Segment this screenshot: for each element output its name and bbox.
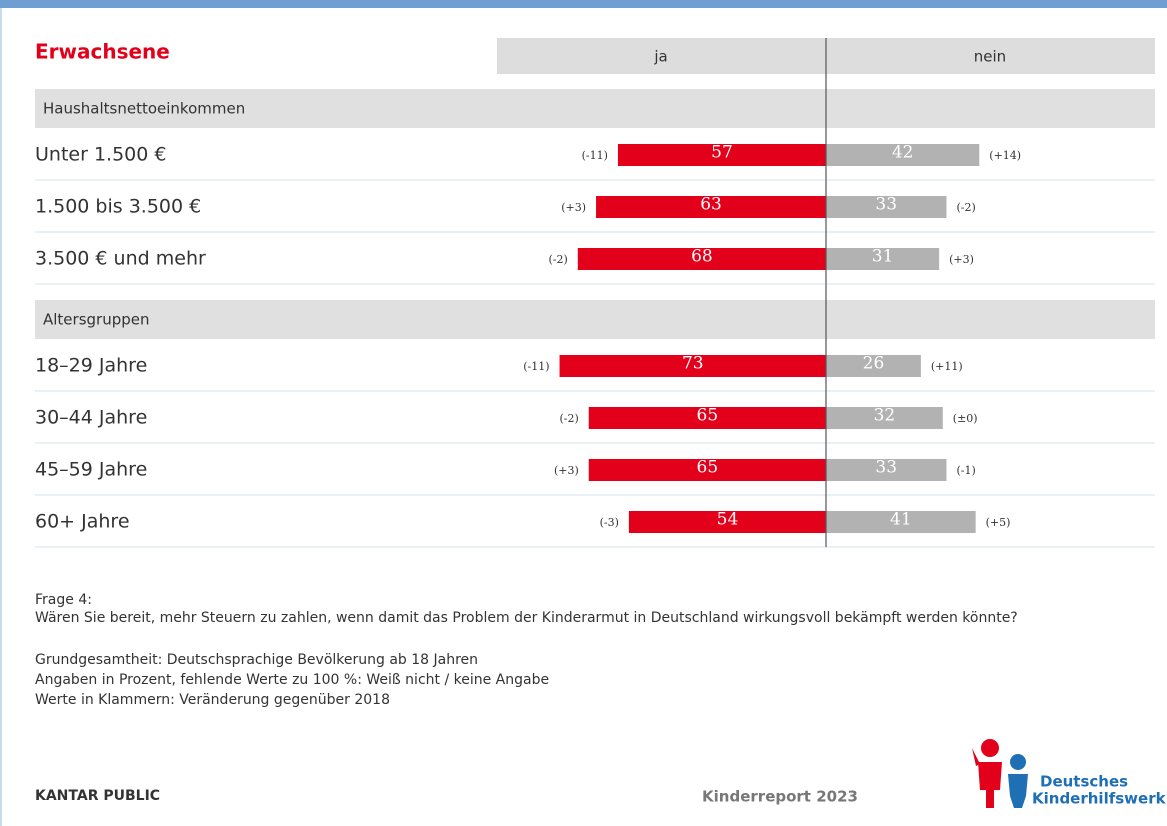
- change-label: (-3): [600, 516, 619, 529]
- bar: [559, 355, 826, 377]
- bar: [596, 196, 826, 218]
- bar: [826, 248, 940, 270]
- logo-text: Deutsches: [1040, 773, 1128, 791]
- value-label: 65: [697, 406, 719, 426]
- bar: [588, 407, 826, 429]
- bar: [826, 355, 921, 377]
- change-label: (-2): [559, 412, 578, 425]
- change-label: (-1): [956, 464, 975, 477]
- change-label: (-2): [548, 253, 567, 266]
- category-label: 1.500 bis 3.500 €: [35, 196, 201, 218]
- value-label: 54: [717, 510, 739, 530]
- note: Angaben in Prozent, fehlende Werte zu 10…: [35, 672, 549, 688]
- value-label: 41: [890, 510, 912, 530]
- note: Wären Sie bereit, mehr Steuern zu zahlen…: [35, 610, 1018, 626]
- report: Kinderreport 2023: [702, 788, 858, 806]
- bar: [826, 511, 976, 533]
- value-label: 57: [711, 143, 733, 163]
- change-label: (+5): [986, 516, 1011, 529]
- change-label: (-11): [582, 149, 608, 162]
- note: Frage 4:: [35, 592, 92, 608]
- value-label: 26: [863, 354, 885, 374]
- section-label: Haushaltsnettoeinkommen: [43, 100, 245, 118]
- category-label: 60+ Jahre: [35, 511, 130, 533]
- bar: [617, 144, 826, 166]
- value-label: 63: [700, 195, 722, 215]
- change-label: (+14): [989, 149, 1021, 162]
- bar: [826, 407, 943, 429]
- category-label: 30–44 Jahre: [35, 407, 147, 429]
- change-label: (±0): [953, 412, 978, 425]
- value-label: 68: [691, 247, 713, 267]
- category-label: 3.500 € und mehr: [35, 248, 206, 270]
- note: Grundgesamtheit: Deutschsprachige Bevölk…: [35, 652, 478, 668]
- chart-title: Erwachsene: [35, 40, 170, 64]
- category-label: 45–59 Jahre: [35, 459, 147, 481]
- section-band: [35, 300, 1155, 339]
- bar: [826, 144, 980, 166]
- value-label: 42: [892, 143, 914, 163]
- category-label: 18–29 Jahre: [35, 355, 147, 377]
- category-label: Unter 1.500 €: [35, 144, 166, 166]
- top-bar: [0, 0, 1167, 8]
- change-label: (+3): [949, 253, 974, 266]
- bar: [577, 248, 826, 270]
- section-label: Altersgruppen: [43, 311, 150, 329]
- value-label: 33: [875, 195, 897, 215]
- note: Werte in Klammern: Veränderung gegenüber…: [35, 692, 390, 708]
- source: KANTAR PUBLIC: [35, 788, 160, 804]
- bar: [826, 459, 947, 481]
- legend-nein: nein: [974, 48, 1006, 66]
- bar: [628, 511, 826, 533]
- bar: [826, 196, 947, 218]
- logo-text: Kinderhilfswerk: [1032, 790, 1167, 808]
- legend-ja: ja: [653, 48, 667, 66]
- change-label: (-2): [956, 201, 975, 214]
- value-label: 32: [874, 406, 896, 426]
- value-label: 33: [875, 458, 897, 478]
- value-label: 31: [872, 247, 894, 267]
- change-label: (-11): [523, 360, 549, 373]
- left-border: [0, 8, 2, 826]
- bar: [588, 459, 826, 481]
- value-label: 73: [682, 354, 704, 374]
- change-label: (+3): [561, 201, 586, 214]
- change-label: (+11): [931, 360, 963, 373]
- change-label: (+3): [554, 464, 579, 477]
- value-label: 65: [697, 458, 719, 478]
- section-band: [35, 89, 1155, 128]
- logo: Deutsches Kinderhilfswerk: [972, 739, 1167, 808]
